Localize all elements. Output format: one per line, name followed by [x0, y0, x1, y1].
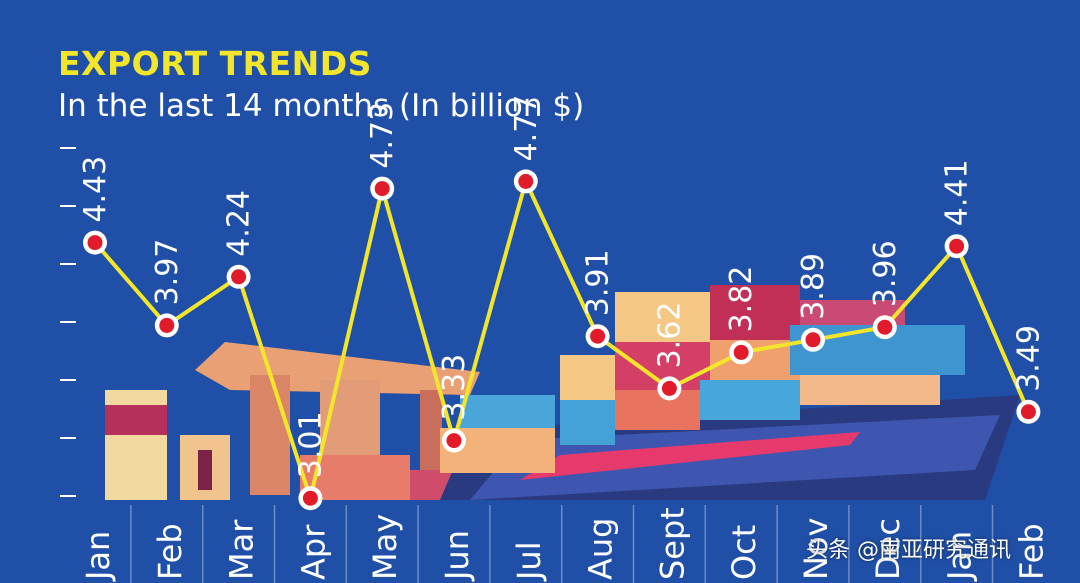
- data-label: 3.82: [724, 266, 759, 333]
- data-point: [657, 376, 682, 401]
- data-label: 3.96: [868, 240, 903, 307]
- data-label: 3.97: [150, 239, 185, 306]
- data-points: [83, 169, 1041, 511]
- watermark: 头条 @南亚研究通讯: [806, 538, 1011, 563]
- x-tick-label: Jan: [79, 531, 117, 582]
- data-point: [729, 340, 754, 365]
- data-point: [872, 315, 897, 340]
- y-axis-ticks: [60, 147, 76, 497]
- data-label: 3.91: [581, 249, 616, 316]
- data-label: 3.49: [1011, 325, 1046, 392]
- x-tick-label: Oct: [725, 525, 763, 580]
- x-axis-labels: Jan Feb Mar Apr May Jun Jul Aug Sept Oct Nov Dec Jan…: [79, 507, 1050, 582]
- data-label: 3.62: [652, 302, 687, 369]
- x-tick-label: May: [366, 514, 404, 580]
- chart-subtitle: In the last 14 months (In billion $): [58, 88, 585, 124]
- data-point: [298, 486, 323, 511]
- x-tick-label: Feb: [151, 523, 189, 580]
- data-label: 4.41: [940, 159, 975, 226]
- data-point: [226, 264, 251, 289]
- data-point: [1016, 399, 1041, 424]
- x-tick-label: Dec: [869, 518, 907, 580]
- chart-title: EXPORT TRENDS: [58, 44, 372, 83]
- x-tick-label: Apr: [294, 524, 332, 580]
- data-label: 3.33: [437, 354, 472, 421]
- x-tick-label: Aug: [582, 518, 620, 580]
- data-point: [513, 169, 538, 194]
- data-point: [154, 313, 179, 338]
- x-tick-label: Feb: [1012, 523, 1050, 580]
- x-tick-label: Jan: [941, 531, 979, 582]
- x-tick-label: Jun: [438, 530, 476, 582]
- data-point: [83, 230, 107, 255]
- x-tick-label: Sept: [653, 507, 691, 580]
- data-point: [370, 176, 395, 201]
- data-point: [944, 234, 969, 259]
- data-labels: 4.43 3.97 4.24 3.01 4.73 3.33 4.77 3.91 3.62 3.82…: [78, 95, 1046, 479]
- series-line-exports: [93, 179, 1031, 501]
- data-label: 4.77: [509, 95, 544, 162]
- data-point: [585, 324, 610, 349]
- x-tick-label: Mar: [223, 519, 261, 580]
- data-point: [801, 327, 825, 352]
- x-tick-label: Jul: [510, 541, 548, 582]
- data-label: 4.24: [222, 190, 257, 257]
- data-label: 4.43: [78, 156, 113, 223]
- data-point: [442, 428, 466, 453]
- data-label: 3.01: [293, 411, 328, 478]
- data-label: 3.89: [796, 253, 831, 320]
- x-tick-label: Nov: [797, 518, 835, 580]
- data-label: 4.73: [365, 102, 400, 169]
- month-separators: [130, 505, 994, 583]
